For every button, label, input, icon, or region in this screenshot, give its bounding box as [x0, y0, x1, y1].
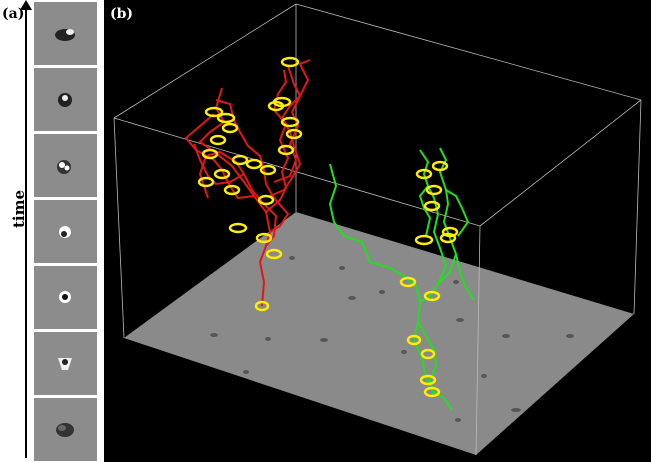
cell-frame-1: [34, 2, 97, 65]
panel-b: (b): [104, 0, 651, 462]
cell-frame-3: [34, 134, 97, 197]
cell-frame-2: [34, 68, 97, 131]
panel-b-label: (b): [110, 6, 134, 22]
track-markers: [197, 56, 459, 398]
tracking-3d-view: [113, 3, 642, 456]
substrate-plane: [124, 212, 634, 455]
bounding-box: [113, 3, 642, 456]
panel-a: (a) time: [0, 0, 104, 462]
floor-cells: [210, 256, 574, 422]
green-tracks: [328, 147, 475, 411]
cell-frame-6: [34, 332, 97, 395]
time-axis-label: time: [10, 189, 28, 229]
cell-frame-4: [34, 200, 97, 263]
panel-a-label: (a): [2, 6, 25, 22]
time-axis-line: [25, 4, 27, 458]
cell-frame-5: [34, 266, 97, 329]
cell-frame-7: [34, 398, 97, 461]
